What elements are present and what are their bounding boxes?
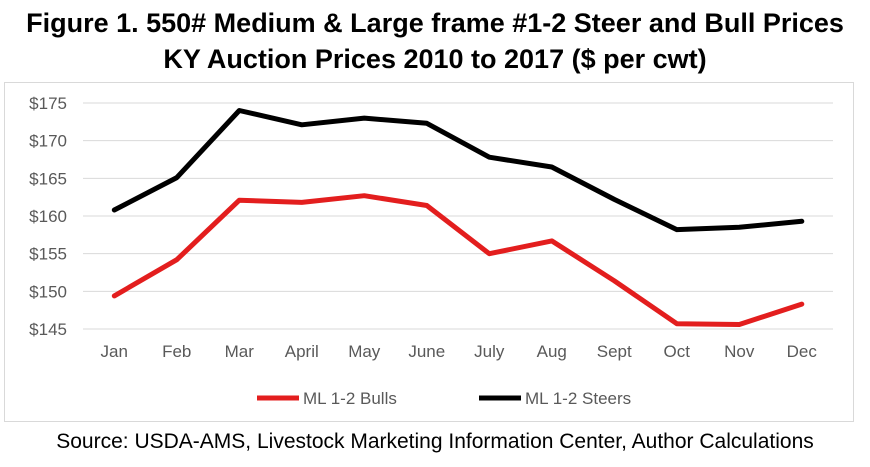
y-tick-label: $155 [29,245,67,264]
legend-label: ML 1-2 Bulls [303,389,397,408]
chart-title-line-1: Figure 1. 550# Medium & Large frame #1-2… [26,8,844,38]
y-tick-label: $150 [29,282,67,301]
x-tick-label: April [285,342,319,361]
series-line-bulls [111,193,805,327]
y-tick-label: $165 [29,169,67,188]
chart-title-line-2: KY Auction Prices 2010 to 2017 ($ per cw… [163,44,707,74]
x-tick-label: June [408,342,445,361]
y-tick-label: $175 [29,94,67,113]
x-tick-label: Jan [101,342,128,361]
x-tick-label: Nov [724,342,755,361]
y-tick-label: $170 [29,132,67,151]
x-tick-label: May [348,342,381,361]
y-tick-label: $160 [29,207,67,226]
x-tick-label: Sept [597,342,632,361]
x-tick-label: Mar [225,342,255,361]
x-tick-label: Aug [537,342,567,361]
x-tick-label: Dec [787,342,818,361]
legend-label: ML 1-2 Steers [525,389,631,408]
x-tick-label: Feb [162,342,191,361]
y-tick-label: $145 [29,320,67,339]
series-line-steers [111,108,805,233]
x-tick-label: Oct [664,342,691,361]
chart-area: $145 $150 $155 $160 $165 $170 $175 Jan Feb Mar Apr… [4,82,854,422]
line-chart: $145 $150 $155 $160 $165 $170 $175 Jan Feb Mar Apr… [29,94,833,408]
source-note: Source: USDA-AMS, Livestock Marketing In… [56,430,814,453]
x-tick-label: July [474,342,505,361]
